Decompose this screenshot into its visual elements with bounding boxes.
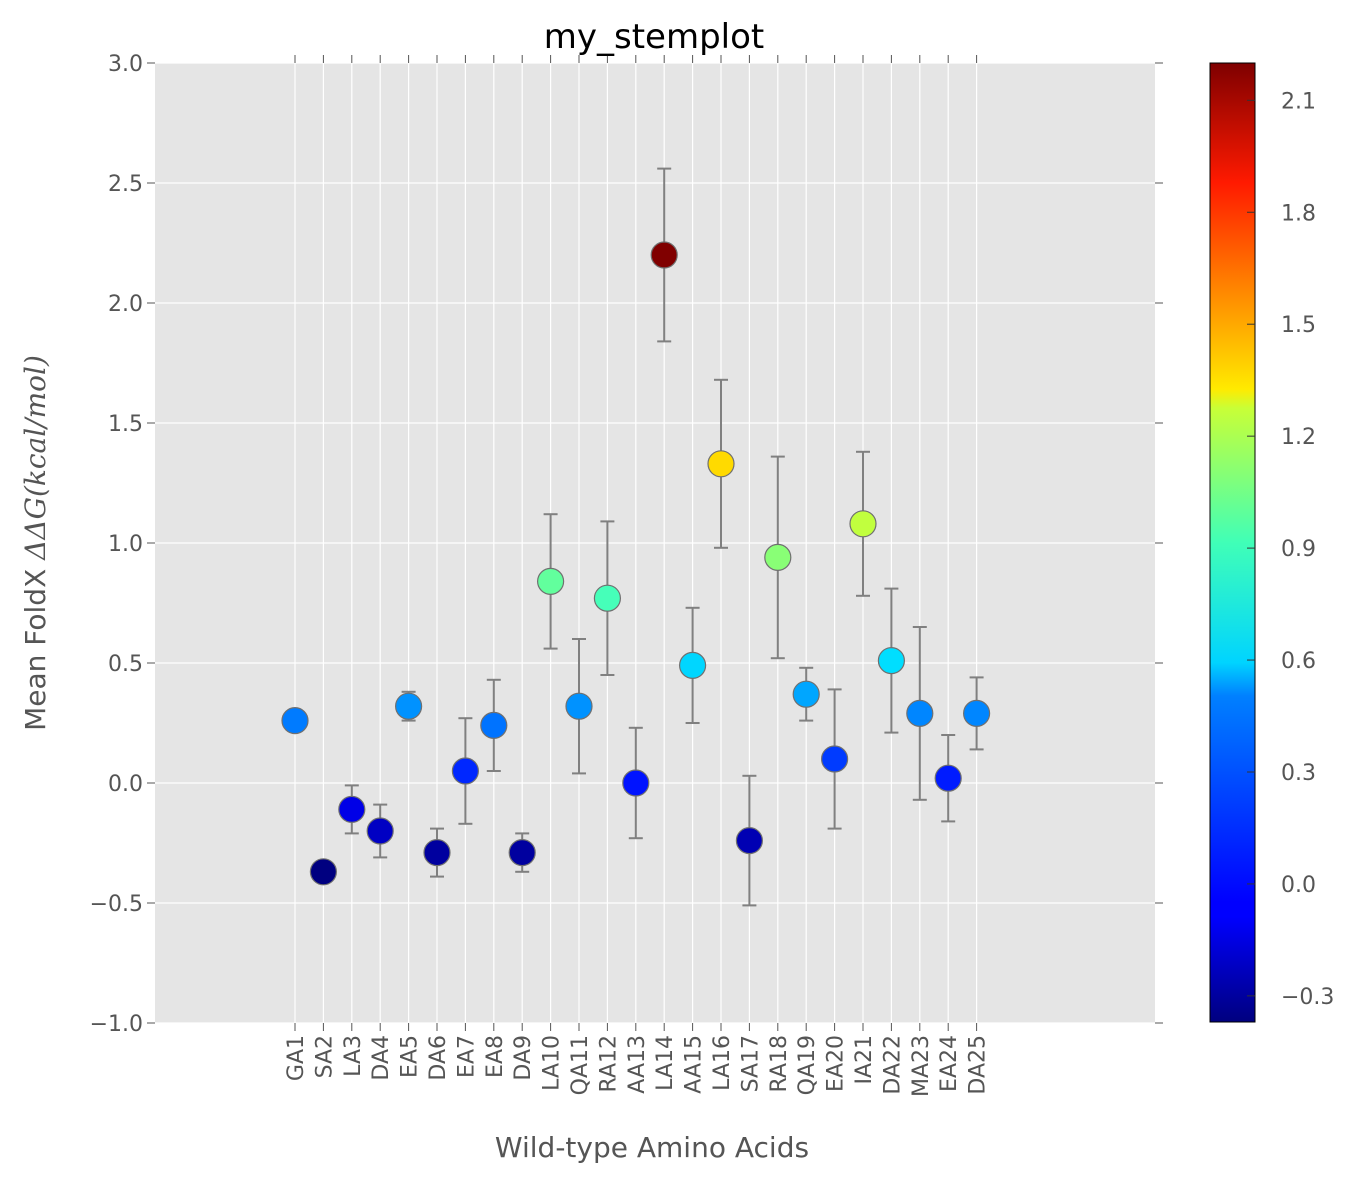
x-tick-label: DA9 xyxy=(511,1035,536,1081)
data-point xyxy=(423,838,451,867)
data-point xyxy=(764,543,792,572)
data-point xyxy=(707,450,735,478)
x-tick-label: DA25 xyxy=(966,1035,991,1095)
y-tick-labels: −1.0 −0.5 0.0 0.5 1.0 1.5 2.0 2.5 3.0 xyxy=(90,52,143,1037)
data-point xyxy=(451,757,479,785)
x-tick-label: QA11 xyxy=(568,1035,593,1095)
x-tick-label: RA12 xyxy=(596,1035,621,1092)
x-tick-label: EA24 xyxy=(937,1035,962,1092)
x-tick-label: AA15 xyxy=(682,1035,707,1094)
y-axis-label-prefix: Mean FoldX xyxy=(19,560,52,731)
data-point xyxy=(678,651,707,680)
x-tick-label: SA17 xyxy=(738,1035,763,1092)
x-tick-label: DA4 xyxy=(369,1035,394,1081)
x-tick-label: GA1 xyxy=(284,1035,309,1081)
x-tick-label: MA23 xyxy=(909,1035,934,1097)
x-tick-label: EA7 xyxy=(454,1035,479,1078)
y-tick-label: 2.5 xyxy=(108,172,143,197)
y-tick-label: 2.0 xyxy=(108,292,143,317)
data-point xyxy=(849,510,877,538)
colorbar-tick-label: 0.9 xyxy=(1281,537,1316,562)
x-tick-label: SA2 xyxy=(312,1035,337,1078)
x-tick-label: LA10 xyxy=(540,1035,565,1091)
data-point xyxy=(877,646,906,675)
x-tick-label: DA22 xyxy=(880,1035,905,1095)
data-point xyxy=(480,711,508,740)
x-tick-label: EA20 xyxy=(824,1035,849,1092)
data-point xyxy=(565,692,593,720)
data-point xyxy=(906,699,934,728)
axes-ticks xyxy=(147,55,1163,1031)
y-tick-label: −0.5 xyxy=(90,892,143,917)
data-point xyxy=(735,826,764,855)
data-point xyxy=(820,745,849,773)
colorbar-tick-label: 1.2 xyxy=(1281,425,1316,450)
data-point xyxy=(366,817,394,845)
data-point xyxy=(622,769,650,797)
colorbar-tick-label: −0.3 xyxy=(1281,985,1334,1010)
colorbar-tick-label: 0.6 xyxy=(1281,649,1316,674)
data-point xyxy=(508,838,536,867)
data-point xyxy=(338,795,366,824)
chart-title: my_stemplot xyxy=(544,17,765,57)
data-point xyxy=(593,584,622,612)
y-tick-label: −1.0 xyxy=(90,1012,143,1037)
colorbar-tick-label: 0.0 xyxy=(1281,873,1316,898)
colorbar-tick-label: 1.8 xyxy=(1281,201,1316,226)
y-tick-label: 1.5 xyxy=(108,412,143,437)
x-tick-label: EA8 xyxy=(483,1035,508,1078)
y-tick-label: 1.0 xyxy=(108,532,143,557)
data-markers xyxy=(281,241,991,886)
y-tick-label: 0.5 xyxy=(108,652,143,677)
data-point xyxy=(309,858,337,886)
x-tick-label: QA19 xyxy=(795,1035,820,1095)
x-tick-labels: GA1 SA2 LA3 DA4 EA5 DA6 EA7 EA8 DA9 LA10 QA11 RA12 A… xyxy=(284,1035,991,1097)
data-point xyxy=(962,699,991,728)
x-axis-label: Wild-type Amino Acids xyxy=(495,1131,809,1164)
x-tick-label: EA5 xyxy=(398,1035,423,1078)
x-tick-label: RA18 xyxy=(767,1035,792,1092)
data-point xyxy=(281,706,309,735)
colorbar-tick-label: 0.3 xyxy=(1281,761,1316,786)
x-tick-label: IA21 xyxy=(852,1035,877,1085)
colorbar xyxy=(1209,62,1256,1023)
x-tick-label: LA16 xyxy=(710,1035,735,1091)
y-axis-label: Mean FoldX ΔΔG(kcal/mol) xyxy=(19,355,52,731)
data-point xyxy=(536,567,565,596)
y-axis-label-math: ΔΔG(kcal/mol) xyxy=(19,355,52,561)
x-tick-label: DA6 xyxy=(426,1035,451,1081)
x-tick-label: LA14 xyxy=(653,1035,678,1091)
colorbar-ticks: −0.3 0.0 0.3 0.6 0.9 1.2 1.5 1.8 2.1 xyxy=(1247,89,1334,1010)
colorbar-tick-label: 2.1 xyxy=(1281,89,1316,114)
data-point xyxy=(395,692,423,720)
data-point xyxy=(650,241,678,269)
y-tick-label: 3.0 xyxy=(108,52,143,77)
data-point xyxy=(934,764,962,792)
colorbar-tick-label: 1.5 xyxy=(1281,313,1316,338)
y-tick-label: 0.0 xyxy=(108,772,143,797)
x-tick-label: LA3 xyxy=(341,1035,366,1077)
x-tick-label: AA13 xyxy=(625,1035,650,1094)
data-point xyxy=(792,680,820,708)
